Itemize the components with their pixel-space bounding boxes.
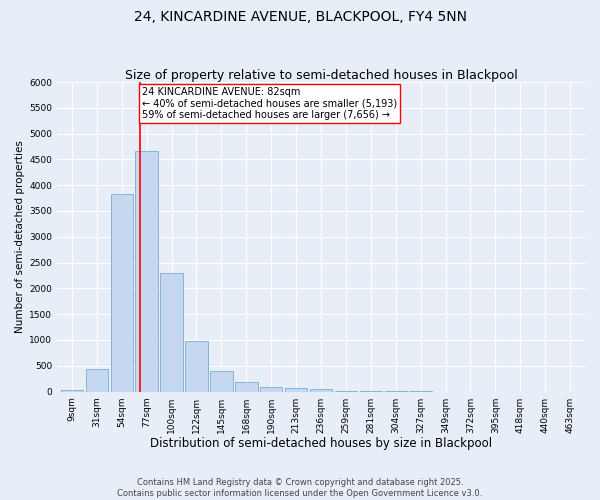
Y-axis label: Number of semi-detached properties: Number of semi-detached properties (15, 140, 25, 333)
Bar (310, 389, 332, 392)
Bar (185, 340, 208, 392)
Bar (61, 390, 83, 392)
Bar (86, 370, 108, 392)
Bar (136, 150, 158, 392)
Bar (335, 390, 357, 392)
Bar (160, 273, 183, 392)
Bar (260, 387, 283, 392)
Bar (110, 194, 133, 392)
Title: Size of property relative to semi-detached houses in Blackpool: Size of property relative to semi-detach… (125, 69, 517, 82)
Text: 24 KINCARDINE AVENUE: 82sqm
← 40% of semi-detached houses are smaller (5,193)
59: 24 KINCARDINE AVENUE: 82sqm ← 40% of sem… (142, 87, 397, 120)
Text: Contains HM Land Registry data © Crown copyright and database right 2025.
Contai: Contains HM Land Registry data © Crown c… (118, 478, 482, 498)
Bar (285, 388, 307, 392)
X-axis label: Distribution of semi-detached houses by size in Blackpool: Distribution of semi-detached houses by … (150, 437, 492, 450)
Bar (210, 371, 233, 392)
Text: 24, KINCARDINE AVENUE, BLACKPOOL, FY4 5NN: 24, KINCARDINE AVENUE, BLACKPOOL, FY4 5N… (133, 10, 467, 24)
Bar (235, 382, 257, 392)
